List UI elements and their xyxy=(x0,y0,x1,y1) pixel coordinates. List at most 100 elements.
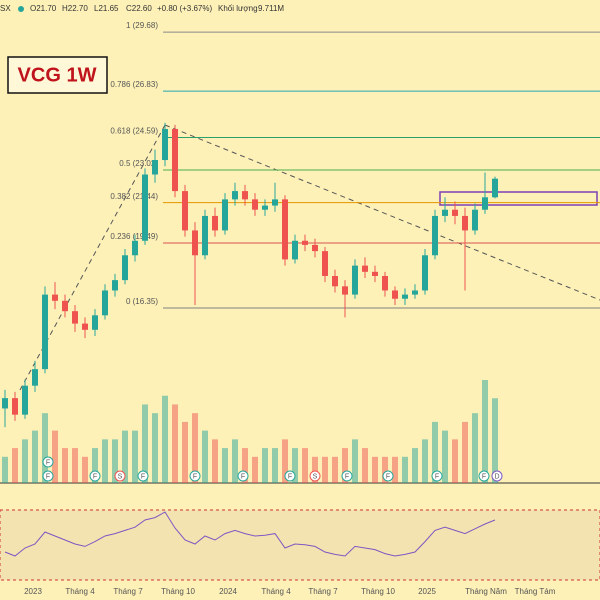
candle-body xyxy=(322,251,328,276)
candle-body xyxy=(242,191,248,200)
candle-body xyxy=(312,244,318,252)
volume-bar xyxy=(302,448,308,483)
event-marker xyxy=(341,470,353,482)
volume-bar xyxy=(62,448,68,483)
x-tick-label: Tháng Năm xyxy=(465,587,507,596)
candle-body xyxy=(232,191,238,200)
volume-bar xyxy=(42,413,48,483)
event-label: F xyxy=(46,473,50,480)
volume-bar xyxy=(272,448,278,483)
zone-box xyxy=(439,191,598,206)
candle-body xyxy=(192,230,198,256)
oscillator-line xyxy=(4,511,496,557)
volume-bar xyxy=(122,430,128,483)
x-tick-label: Tháng 7 xyxy=(308,587,338,596)
volume-bar xyxy=(22,439,28,483)
volume-bar xyxy=(112,439,118,483)
candle-body xyxy=(402,294,408,299)
volume-bar xyxy=(142,404,148,483)
fib-label: 0.236 (19.49) xyxy=(110,232,158,241)
x-tick-label: 2023 xyxy=(24,587,42,596)
volume-bar xyxy=(232,439,238,483)
candle-body xyxy=(392,290,398,299)
candle-body xyxy=(272,199,278,206)
event-marker xyxy=(309,470,321,482)
event-label: F xyxy=(386,473,390,480)
event-label: S xyxy=(313,473,318,480)
volume-bar xyxy=(92,448,98,483)
candle-body xyxy=(172,128,178,192)
volume-bar xyxy=(222,448,228,483)
candle-body xyxy=(482,197,488,210)
volume-bar xyxy=(82,456,88,483)
volume-bar xyxy=(382,456,388,483)
candle-body xyxy=(142,174,148,241)
volume-bar xyxy=(482,380,488,483)
volume-value: 9.711M xyxy=(258,4,284,13)
candle-body xyxy=(222,199,228,231)
oscillator-pane xyxy=(0,509,600,581)
candle-body xyxy=(52,294,58,301)
candle-body xyxy=(202,215,208,256)
volume-bar xyxy=(202,430,208,483)
event-label: F xyxy=(288,473,292,480)
candle-body xyxy=(412,290,418,295)
event-marker xyxy=(42,470,54,482)
high: H22.70 xyxy=(62,4,88,13)
x-tick-label: Tháng 10 xyxy=(161,587,195,596)
volume-bar xyxy=(162,395,168,483)
candle-body xyxy=(212,215,218,231)
volume-bar xyxy=(282,439,288,483)
volume-bar xyxy=(32,430,38,483)
volume-bar xyxy=(422,439,428,483)
fib-label: 0.618 (24.59) xyxy=(110,127,158,136)
low: L21.65 xyxy=(94,4,119,13)
candle-body xyxy=(292,240,298,260)
candle-body xyxy=(382,275,388,291)
event-label: D xyxy=(494,473,499,480)
candle-body xyxy=(102,290,108,316)
candle-body xyxy=(42,294,48,370)
fib-label: 0 (16.35) xyxy=(126,297,158,306)
event-marker xyxy=(478,470,490,482)
candle-body xyxy=(372,271,378,276)
event-marker xyxy=(137,470,149,482)
volume-bar xyxy=(172,404,178,483)
event-marker xyxy=(89,470,101,482)
candle-body xyxy=(92,315,98,330)
title-box xyxy=(7,56,108,94)
event-label: F xyxy=(141,473,145,480)
volume-bar xyxy=(212,439,218,483)
volume-bar xyxy=(72,448,78,483)
candle-body xyxy=(82,323,88,330)
volume-bar xyxy=(402,456,408,483)
candle-body xyxy=(452,209,458,216)
event-label: F xyxy=(241,473,245,480)
candle-body xyxy=(352,265,358,295)
candle-body xyxy=(132,240,138,256)
candle-body xyxy=(72,311,78,324)
candle-body xyxy=(2,398,8,409)
candle-body xyxy=(62,300,68,312)
volume-bar xyxy=(452,439,458,483)
volume-bar xyxy=(182,421,188,483)
fib-label: 1 (29.68) xyxy=(126,21,158,30)
volume-bar xyxy=(392,456,398,483)
volume-bar xyxy=(492,398,498,483)
candle-body xyxy=(492,178,498,198)
x-tick-label: 2025 xyxy=(418,587,436,596)
candle-body xyxy=(432,215,438,256)
volume-bar xyxy=(152,413,158,483)
fib-label: 0.786 (26.83) xyxy=(110,80,158,89)
volume-label: Khối lượng xyxy=(218,4,258,13)
volume-bar xyxy=(442,430,448,483)
volume-bar xyxy=(262,448,268,483)
candle-body xyxy=(22,385,28,415)
status-dot xyxy=(18,6,24,12)
fib-label: 0.382 (21.44) xyxy=(110,192,158,201)
volume-bar xyxy=(472,413,478,483)
close: C22.60 xyxy=(126,4,152,13)
volume-bar xyxy=(252,456,258,483)
